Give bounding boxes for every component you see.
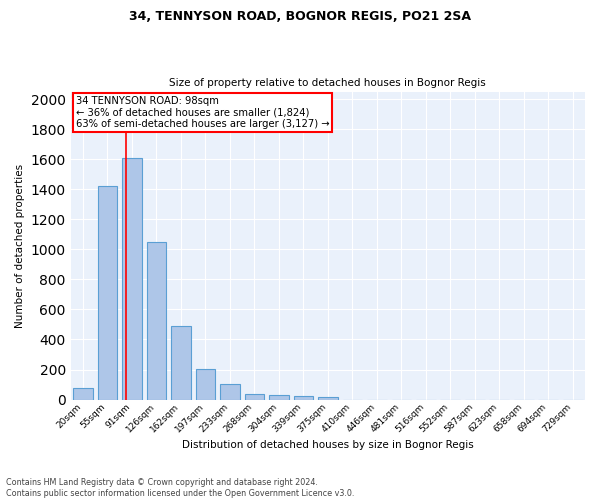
Bar <box>171 326 191 400</box>
X-axis label: Distribution of detached houses by size in Bognor Regis: Distribution of detached houses by size … <box>182 440 474 450</box>
Bar <box>98 186 117 400</box>
Bar <box>318 396 338 400</box>
Text: 34 TENNYSON ROAD: 98sqm
← 36% of detached houses are smaller (1,824)
63% of semi: 34 TENNYSON ROAD: 98sqm ← 36% of detache… <box>76 96 329 130</box>
Bar <box>220 384 239 400</box>
Bar <box>245 394 264 400</box>
Bar <box>196 369 215 400</box>
Y-axis label: Number of detached properties: Number of detached properties <box>15 164 25 328</box>
Bar <box>146 242 166 400</box>
Text: Contains HM Land Registry data © Crown copyright and database right 2024.
Contai: Contains HM Land Registry data © Crown c… <box>6 478 355 498</box>
Text: 34, TENNYSON ROAD, BOGNOR REGIS, PO21 2SA: 34, TENNYSON ROAD, BOGNOR REGIS, PO21 2S… <box>129 10 471 23</box>
Bar <box>73 388 93 400</box>
Bar <box>122 158 142 400</box>
Title: Size of property relative to detached houses in Bognor Regis: Size of property relative to detached ho… <box>169 78 486 88</box>
Bar <box>269 396 289 400</box>
Bar <box>293 396 313 400</box>
